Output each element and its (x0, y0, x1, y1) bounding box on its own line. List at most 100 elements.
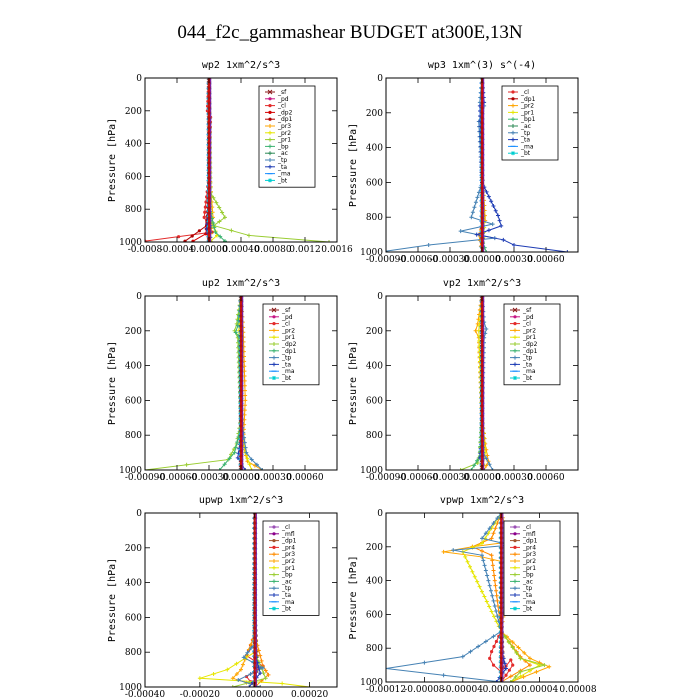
data-point (518, 674, 523, 679)
data-point (258, 671, 263, 676)
zero-marker (480, 161, 484, 165)
data-point (222, 462, 227, 467)
legend-marker (513, 322, 517, 326)
data-point (487, 526, 492, 531)
zero-marker (480, 399, 484, 403)
legend-marker (513, 355, 517, 360)
legend-marker (272, 586, 276, 591)
data-point (202, 215, 206, 219)
legend-label: _tp (277, 157, 287, 164)
zero-marker (480, 126, 484, 130)
data-point (469, 468, 474, 470)
legend-entry: _bt (508, 150, 531, 157)
zero-marker (253, 551, 257, 555)
legend-marker (268, 130, 272, 135)
legend-entry: _dp2 (265, 109, 293, 116)
legend-entry: _bp1 (508, 116, 536, 123)
panel-title: wp3 1xm^(3) s^(-4) (428, 60, 536, 71)
zero-marker (499, 536, 503, 540)
legend-marker (272, 532, 276, 536)
data-point (504, 673, 508, 677)
data-point (489, 553, 494, 558)
legend-label: _ma (281, 368, 295, 375)
x-tick-label: -0.00090 (366, 473, 407, 483)
zero-marker (253, 561, 257, 565)
zero-marker (480, 176, 484, 180)
zero-marker (480, 226, 484, 230)
panel-title: wp2 1xm^2/s^3 (202, 60, 280, 71)
zero-marker (239, 359, 243, 363)
y-tick-label: 200 (125, 544, 142, 554)
legend-label: _ma (522, 368, 536, 375)
zero-marker (480, 404, 484, 408)
zero-marker (499, 661, 503, 665)
legend-label: _dp1 (522, 538, 538, 545)
zero-marker (499, 646, 503, 650)
data-point (233, 330, 238, 335)
zero-marker (207, 176, 211, 180)
plot-area (145, 296, 265, 470)
data-point (480, 536, 484, 541)
data-point (470, 569, 475, 574)
data-point (260, 468, 265, 470)
zero-marker (499, 651, 503, 655)
x-tick-label: 0.00000 (463, 473, 500, 483)
data-point (489, 609, 494, 614)
x-tick-label: -0.00008 (404, 685, 445, 695)
data-point (217, 219, 222, 224)
zero-marker (207, 181, 211, 185)
legend-marker (272, 355, 276, 360)
zero-marker (239, 399, 243, 403)
legend-marker (513, 348, 517, 353)
zero-marker (480, 354, 484, 358)
zero-marker (239, 419, 243, 423)
zero-marker (480, 384, 484, 388)
series-line (386, 513, 511, 682)
legend: _cl_mfl_dp1_pr4_pr3_pr2_pr1_bp_ac_tp_ta_… (262, 520, 320, 616)
y-tick-label: 800 (366, 431, 383, 441)
zero-marker (499, 566, 503, 570)
zero-marker (253, 636, 257, 640)
x-tick-label: 0.00080 (254, 245, 291, 255)
data-point (482, 563, 487, 568)
data-point (242, 383, 247, 388)
zero-marker (499, 586, 503, 590)
legend-label: _pr2 (277, 130, 291, 137)
legend-label: _pd (281, 314, 293, 321)
y-tick-label: 800 (366, 213, 383, 223)
zero-marker (253, 656, 257, 660)
data-point (249, 468, 254, 470)
zero-marker (480, 151, 484, 155)
zero-marker (499, 581, 503, 585)
legend-entry: _ma (510, 599, 536, 606)
legend-entry: _pd (269, 314, 293, 321)
data-point (244, 450, 249, 455)
x-tick-label: 0.00040 (222, 245, 259, 255)
zero-marker (253, 531, 257, 535)
x-tick-label: -0.00090 (125, 473, 166, 483)
y-tick-label: 0 (136, 292, 142, 302)
zero-marker (499, 546, 503, 550)
data-point (491, 568, 496, 573)
zero-marker (207, 126, 211, 130)
zero-marker (480, 414, 484, 418)
legend-label: _bt (281, 375, 292, 382)
zero-marker (480, 96, 484, 100)
y-tick-label: 600 (366, 610, 383, 620)
data-point (249, 457, 254, 462)
data-point (494, 609, 499, 614)
data-point (243, 403, 248, 408)
legend-label: _ta (281, 592, 291, 599)
legend-entry: _dp1 (269, 348, 297, 355)
zero-marker (239, 394, 243, 398)
y-tick-label: 400 (366, 144, 383, 154)
zero-marker (253, 566, 257, 570)
data-point (490, 563, 495, 568)
data-point (490, 649, 494, 654)
zero-marker (480, 211, 484, 215)
legend-marker (513, 565, 517, 570)
zero-marker (239, 369, 243, 373)
legend-entry: _pr1 (510, 334, 536, 341)
legend-marker (272, 328, 276, 333)
data-point (477, 584, 482, 589)
